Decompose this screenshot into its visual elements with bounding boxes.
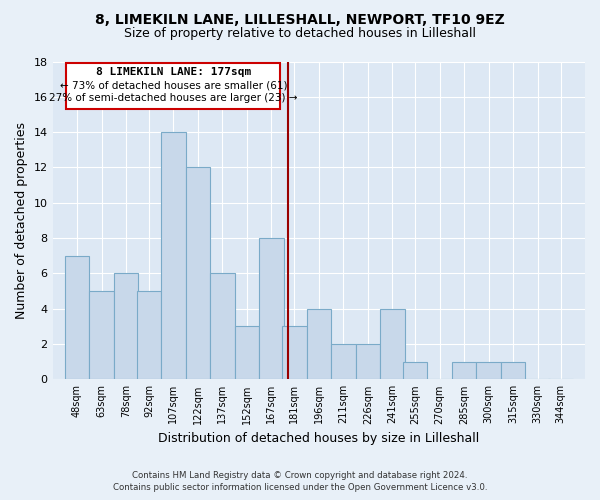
Bar [452, 362, 476, 380]
Bar [137, 291, 161, 380]
Bar [380, 308, 404, 380]
Bar [210, 274, 235, 380]
Bar [259, 238, 284, 380]
Text: 8 LIMEKILN LANE: 177sqm: 8 LIMEKILN LANE: 177sqm [96, 67, 251, 77]
Bar [403, 362, 427, 380]
Y-axis label: Number of detached properties: Number of detached properties [15, 122, 28, 319]
Bar [282, 326, 307, 380]
Bar [235, 326, 259, 380]
Bar [331, 344, 356, 380]
X-axis label: Distribution of detached houses by size in Lilleshall: Distribution of detached houses by size … [158, 432, 479, 445]
Bar [65, 256, 89, 380]
Text: Size of property relative to detached houses in Lilleshall: Size of property relative to detached ho… [124, 28, 476, 40]
Text: Contains HM Land Registry data © Crown copyright and database right 2024.
Contai: Contains HM Land Registry data © Crown c… [113, 471, 487, 492]
Bar [307, 308, 331, 380]
Bar [476, 362, 501, 380]
Bar [356, 344, 380, 380]
Bar [114, 274, 138, 380]
Text: ← 73% of detached houses are smaller (61): ← 73% of detached houses are smaller (61… [59, 80, 287, 90]
Text: 8, LIMEKILN LANE, LILLESHALL, NEWPORT, TF10 9EZ: 8, LIMEKILN LANE, LILLESHALL, NEWPORT, T… [95, 12, 505, 26]
Bar [161, 132, 185, 380]
Bar [89, 291, 114, 380]
Bar [501, 362, 526, 380]
Text: 27% of semi-detached houses are larger (23) →: 27% of semi-detached houses are larger (… [49, 94, 298, 104]
Bar [67, 64, 280, 109]
Bar [185, 168, 210, 380]
